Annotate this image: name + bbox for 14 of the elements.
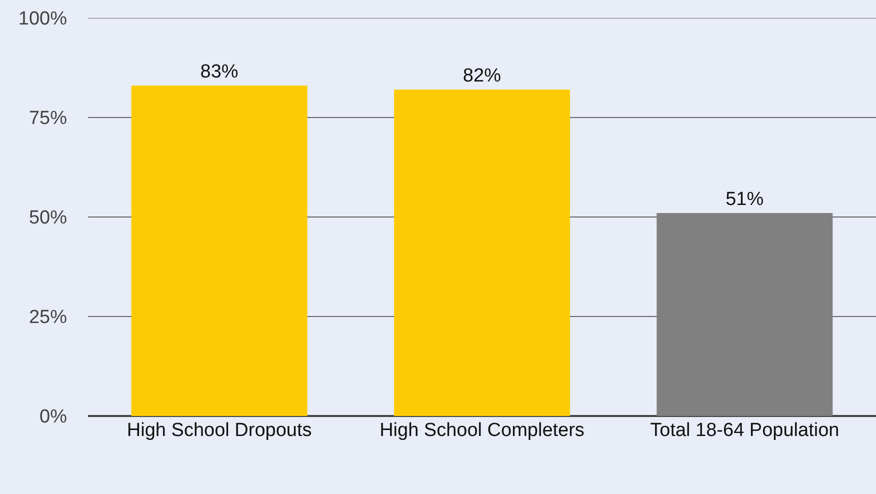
data-label: 83% xyxy=(200,62,238,83)
x-tick-label: Total 18-64 Population xyxy=(650,420,840,441)
bar xyxy=(131,86,308,416)
x-tick-label: High School Completers xyxy=(380,420,584,441)
bar xyxy=(394,90,570,416)
y-tick-label: 50% xyxy=(28,208,68,229)
y-tick-label: 25% xyxy=(28,307,68,328)
data-label: 51% xyxy=(726,189,764,210)
y-tick-label: 0% xyxy=(40,406,68,428)
y-tick-label: 100% xyxy=(18,8,68,30)
bar xyxy=(656,213,833,416)
y-tick-label: 75% xyxy=(28,108,68,130)
x-tick-label: High School Dropouts xyxy=(126,420,312,441)
data-label: 82% xyxy=(462,66,502,87)
